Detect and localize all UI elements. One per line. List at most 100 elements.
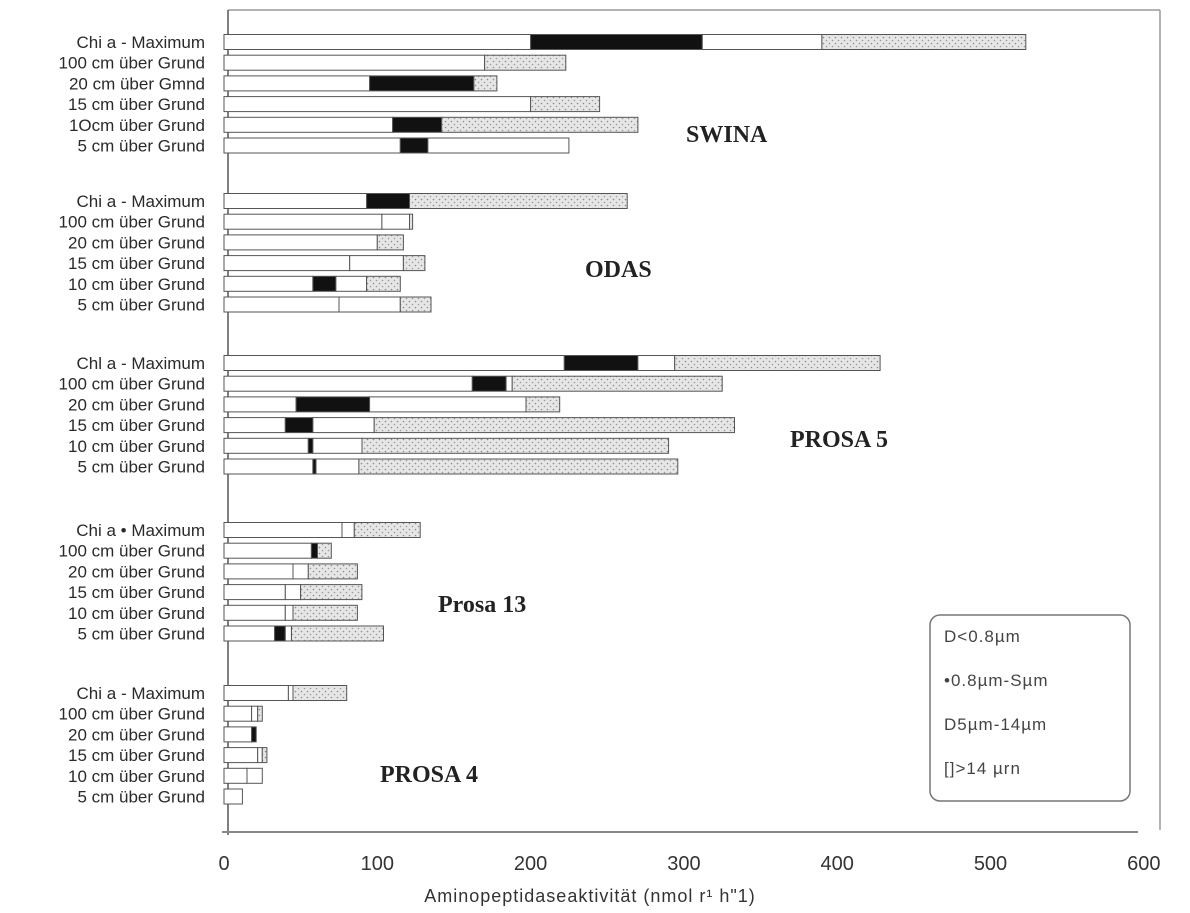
bar-segment (310, 542, 318, 559)
bar-segment (402, 255, 426, 272)
bar-segment (399, 137, 429, 154)
category-label: 15 cm über Grund (68, 416, 205, 435)
bar-segment (315, 458, 360, 475)
bar-segment (392, 116, 443, 133)
group-labels: SWINA ODAS PROSA 5 Prosa 13 PROSA 4 (380, 122, 888, 788)
bar-segment (223, 417, 286, 434)
category-label: 15 cm über Grund (68, 95, 205, 114)
category-label: 1Ocm über Grund (69, 116, 205, 135)
x-axis-label: Aminopeptidaseaktivität (nmol r¹ h"1) (424, 886, 756, 906)
x-tick-label: 0 (218, 853, 229, 875)
bar-segment (307, 437, 314, 454)
bar-segment (223, 767, 248, 784)
category-label: 10 cm über Grund (68, 437, 205, 456)
bar-segment (223, 137, 401, 154)
legend-entry: D5µm-14µm (944, 715, 1047, 734)
bar-segment (223, 275, 314, 292)
group-label: PROSA 5 (790, 427, 888, 453)
bar-segment (287, 685, 294, 701)
bar-segment (223, 193, 368, 209)
bar-segment (409, 193, 628, 209)
bar-segment (361, 437, 670, 454)
x-tick-label: 500 (974, 853, 1007, 875)
category-label: Chi a • Maximum (76, 521, 205, 540)
bar-segment (369, 75, 475, 92)
category-label: 100 cm über Grund (59, 213, 205, 232)
bar-segment (312, 417, 375, 434)
bar-segment (473, 75, 498, 92)
bar-segment (427, 137, 570, 154)
bar-segment (312, 437, 363, 454)
bar-segment (223, 437, 309, 454)
bar-segment (530, 96, 601, 113)
category-label: 20 cm über Grund (68, 395, 205, 414)
bar-segment (223, 788, 243, 805)
bar-segment (441, 116, 639, 133)
bar-segment (223, 96, 532, 113)
group-label: PROSA 4 (380, 762, 478, 788)
group-label: ODAS (585, 257, 652, 283)
x-tick-label: 100 (361, 853, 394, 875)
bar-segment (674, 355, 881, 371)
bar-segment (223, 542, 312, 559)
x-tick-label: 200 (514, 853, 547, 875)
legend-entry: D<0.8µm (944, 627, 1021, 646)
bar-segment (223, 116, 394, 133)
x-axis-ticks: 0 100 200 300 400 500 600 (218, 853, 1160, 875)
bar-segment (246, 767, 263, 784)
x-tick-label: 400 (821, 853, 854, 875)
category-label: Chi a - Maximum (77, 33, 205, 52)
bar-segment (223, 726, 253, 743)
bar-segment (223, 54, 486, 71)
category-label: 10 cm über Grund (68, 604, 205, 623)
category-label: 5 cm über Grund (77, 137, 205, 156)
bar-segment (338, 296, 401, 313)
category-label: 5 cm über Grund (77, 296, 205, 315)
bar-segment (291, 625, 384, 642)
bars-layer (223, 34, 1027, 805)
bar-segment (292, 685, 348, 701)
bar-segment (223, 296, 340, 313)
bar-segment (300, 584, 363, 601)
bar-segment (373, 417, 735, 434)
bar-segment (284, 417, 314, 434)
category-label: 100 cm über Grund (59, 542, 205, 561)
category-label: 20 cm über Grund (68, 562, 205, 581)
bar-segment (341, 522, 355, 538)
bar-segment (353, 522, 421, 538)
bar-segment (637, 355, 676, 371)
bar-segment (292, 604, 358, 621)
bar-segment (223, 705, 253, 722)
bar-segment (511, 375, 723, 392)
category-label: 20 cm über Grund (68, 725, 205, 744)
bar-segment (251, 705, 259, 722)
bar-segment (223, 396, 297, 413)
bar-segment (223, 563, 294, 580)
category-label: 15 cm über Grund (68, 583, 205, 602)
bar-segment (223, 75, 371, 92)
legend: D<0.8µm •0.8µm-Sµm D5µm-14µm []>14 µrn (929, 614, 1131, 802)
category-label: 100 cm über Grund (59, 705, 205, 724)
bar-segment (530, 34, 703, 50)
bar-segment (284, 625, 292, 642)
category-label: Chi a - Maximum (77, 684, 205, 703)
category-label: 10 cm über Grund (68, 275, 205, 294)
bar-segment (223, 747, 259, 764)
bar-segment (284, 604, 294, 621)
x-tick-label: 300 (667, 853, 700, 875)
bar-segment (409, 213, 414, 230)
bar-segment (525, 396, 561, 413)
bar-segment (381, 213, 410, 230)
group-label: SWINA (686, 122, 768, 148)
bar-segment (223, 584, 286, 601)
category-label: Chi a - Maximum (77, 192, 205, 211)
x-tick-label: 600 (1127, 853, 1160, 875)
bar-segment (366, 275, 401, 292)
bar-segment (317, 542, 332, 559)
bar-segment (307, 563, 358, 580)
bar-segment (484, 54, 567, 71)
bar-segment (257, 747, 263, 764)
category-label: 20 cm über Grund (68, 233, 205, 252)
